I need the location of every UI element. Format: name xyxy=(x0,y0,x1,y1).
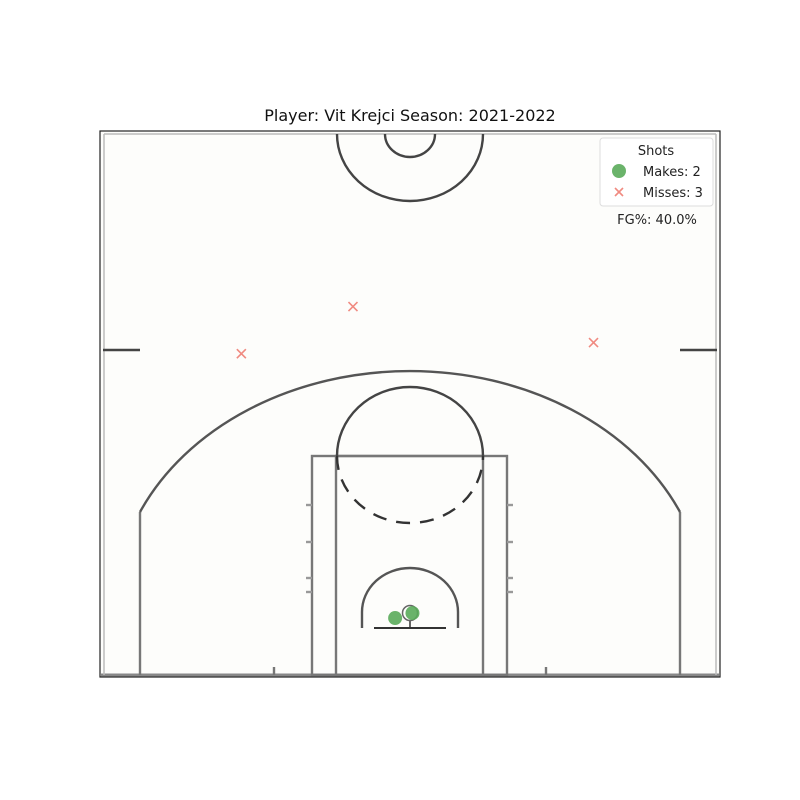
shot-miss-point xyxy=(347,301,359,312)
court-lines xyxy=(101,133,719,677)
legend-misses-label: Misses: 3 xyxy=(643,186,703,201)
paint-inner xyxy=(334,454,485,677)
free-throw-circle-bottom xyxy=(335,455,485,525)
fg-percentage-annotation: FG%: 40.0% xyxy=(617,213,697,228)
shot-miss-point xyxy=(588,337,599,348)
legend-box xyxy=(599,137,714,207)
restricted-area xyxy=(360,566,460,628)
court-background xyxy=(99,130,721,678)
legend-title: Shots xyxy=(638,144,675,159)
shot-make-point xyxy=(388,611,403,626)
legend-miss-marker xyxy=(614,187,624,197)
free-throw-circle-top xyxy=(335,385,485,457)
shot-make-point xyxy=(405,606,420,621)
center-circle-inner xyxy=(383,133,437,159)
three-point-arc xyxy=(138,369,682,513)
legend: Shots Makes: 2 Misses: 3 xyxy=(599,137,714,207)
shot-miss-point xyxy=(236,348,247,359)
chart-title: Player: Vit Krejci Season: 2021-2022 xyxy=(264,106,556,125)
legend-makes-label: Makes: 2 xyxy=(643,165,701,180)
center-circle-outer xyxy=(335,133,485,203)
shot-markers xyxy=(236,301,599,626)
legend-make-marker xyxy=(612,164,626,178)
